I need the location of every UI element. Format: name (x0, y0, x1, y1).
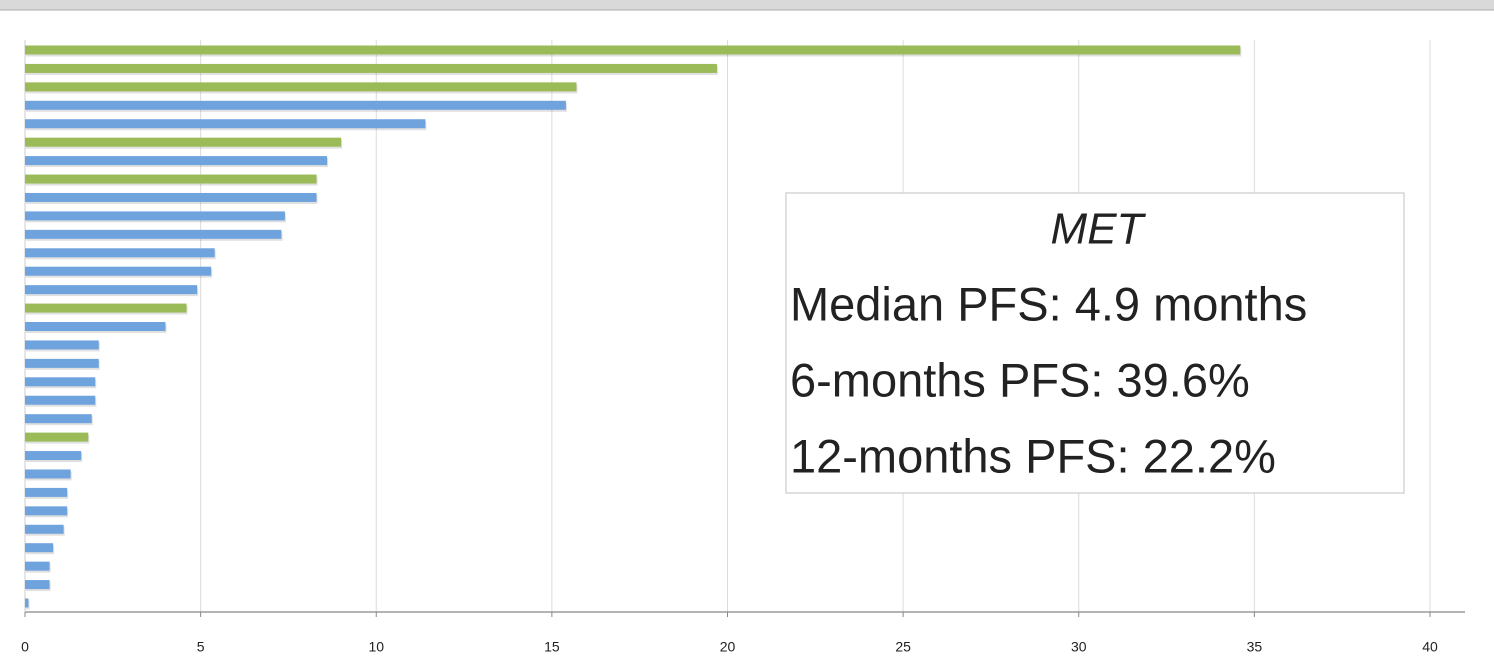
bar (25, 192, 317, 202)
bar (25, 100, 566, 110)
bar (25, 137, 342, 147)
bar (25, 358, 99, 368)
bar (25, 543, 54, 553)
bar (25, 285, 198, 295)
annotation-box (785, 192, 1405, 494)
annotation-line: Median PFS: 4.9 months (790, 277, 1307, 330)
bar (25, 119, 426, 129)
annotation-line: 6-months PFS: 39.6% (790, 353, 1250, 406)
bar (25, 598, 29, 608)
bar (25, 340, 99, 350)
bar (25, 469, 71, 479)
bar (25, 506, 68, 516)
x-tick-label: 10 (368, 639, 384, 655)
x-tick-label: 40 (1422, 639, 1438, 655)
bar (25, 303, 187, 313)
bar (25, 211, 285, 221)
bar (25, 432, 89, 442)
bar (25, 451, 82, 461)
x-tick-label: 5 (197, 639, 205, 655)
annotation-title: MET (1051, 205, 1147, 254)
bar (25, 248, 215, 258)
bar (25, 266, 212, 276)
x-tick-label: 35 (1247, 639, 1263, 655)
x-tick-label: 25 (895, 639, 911, 655)
bar (25, 561, 50, 571)
x-tick-label: 15 (544, 639, 560, 655)
bar (25, 322, 166, 331)
bar (25, 45, 1241, 55)
top-border (0, 0, 1494, 10)
bar (25, 580, 50, 590)
bar (25, 82, 577, 92)
bar (25, 377, 96, 387)
bar (25, 487, 68, 497)
bar (25, 156, 328, 166)
bar (25, 395, 96, 405)
x-tick-label: 20 (720, 639, 736, 655)
x-tick-label: 0 (21, 639, 29, 655)
bar (25, 414, 92, 424)
bar (25, 174, 317, 184)
bar (25, 63, 717, 73)
x-tick-label: 30 (1071, 639, 1087, 655)
bar (25, 524, 64, 534)
bar (25, 229, 282, 239)
annotation-line: 12-months PFS: 22.2% (790, 429, 1276, 482)
